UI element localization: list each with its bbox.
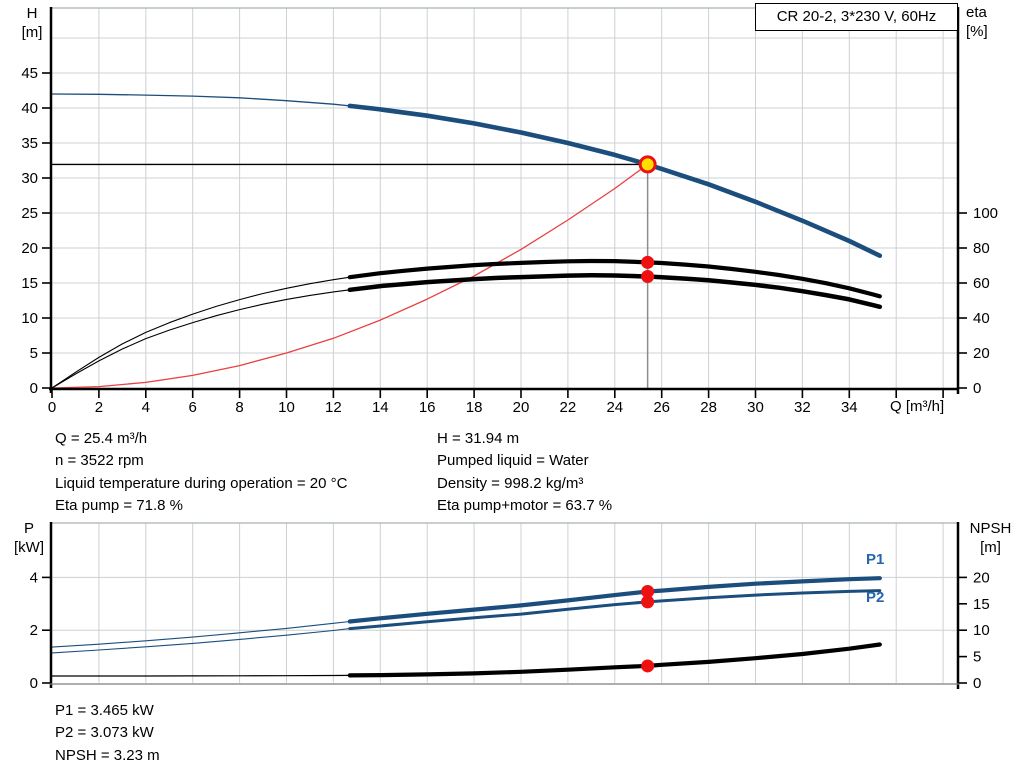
tick-label-left: 0 [30,380,38,397]
tick-label-right: 10 [973,622,990,639]
npsh-axis-symbol: NPSH [969,520,1012,537]
p1-curve-label: P1 [866,551,885,568]
tick-label-left: 4 [30,569,38,586]
tick-label-bottom: 22 [560,399,577,416]
duty-point-results: P1 = 3.465 kW P2 = 3.073 kW NPSH = 3.23 m [55,700,160,767]
head-curve-thick [347,103,883,258]
tick-label-right: 100 [973,205,998,222]
p-axis-unit: [kW] [14,539,44,556]
system-curve [51,163,649,389]
tick-label-bottom: 14 [372,399,389,416]
tick-label-left: 10 [21,310,38,327]
eta-axis-label: eta [%] [966,3,1012,41]
p2-point [641,595,655,609]
eta-pump-motor-thick [347,273,883,310]
info-line: Eta pump = 71.8 % [55,497,183,515]
tick-label-bottom: 16 [419,399,436,416]
tick-label-right: 15 [973,596,990,613]
tick-label-bottom: 30 [747,399,764,416]
head-curve-thin [51,93,351,107]
info-line: P1 = 3.465 kW [55,702,154,719]
info-line: n = 3522 rpm [55,452,144,470]
tick-label-bottom: 24 [606,399,623,416]
h-axis-label: H [m] [13,4,51,42]
tick-label-bottom: 4 [142,399,150,416]
tick-label-right: 0 [973,380,981,397]
info-line: Q = 25.4 m³/h [55,430,148,447]
tick-label-bottom: 12 [325,399,342,416]
tick-label-bottom: 2 [95,399,103,416]
tick-label-right: 5 [973,649,981,666]
tick-label-bottom: 34 [841,399,858,416]
tick-label-left: 25 [21,205,38,222]
tick-label-right: 20 [973,345,990,362]
duty-point [638,155,657,174]
p2-curve-label: P2 [866,589,885,606]
info-line: H = 31.94 m [437,430,520,447]
tick-label-left: 20 [21,240,38,257]
tick-label-left: 40 [21,100,38,117]
eta-pump-motor-point [641,270,655,284]
info-line: Eta pump+motor = 63.7 % [437,497,613,515]
tick-label-bottom: 26 [653,399,670,416]
tick-label-left: 15 [21,275,38,292]
tick-label-right: 20 [973,569,990,586]
tick-label-right: 0 [973,675,981,692]
tick-label-left: 2 [30,622,38,639]
eta-pump-thin [51,276,351,389]
p2-curve-thick [348,589,882,631]
tick-label-bottom: 28 [700,399,717,416]
npsh-curve-thin [51,674,351,677]
eta-pump-point [641,255,655,269]
tick-label-left: 5 [30,345,38,362]
tick-label-bottom: 0 [48,399,56,416]
tick-label-right: 40 [973,310,990,327]
p-axis-symbol: P [23,520,34,537]
tick-label-right: 80 [973,240,990,257]
power-npsh-chart: 0 2 4 0 5 10 15 20 [30,522,990,692]
npsh-point [641,659,655,673]
tick-label-bottom: 18 [466,399,483,416]
npsh-curve-thick [347,642,882,678]
h-axis-symbol: H [26,5,38,22]
info-line: Liquid temperature during operation = 20… [55,474,348,492]
p1-point [641,585,655,599]
eta-pump-motor-thin [51,289,351,389]
q-axis-label: Q [m³/h] [890,398,945,415]
p1-curve-thin [51,620,351,648]
info-line: P2 = 3.073 kW [55,724,154,742]
pump-title-box: CR 20-2, 3*230 V, 60Hz [755,3,958,31]
operating-data-left: Q = 25.4 m³/h n = 3522 rpm Liquid temperat… [55,428,347,518]
tick-label-bottom: 10 [278,399,295,416]
info-line: NPSH = 3.23 m [55,746,160,764]
tick-label-bottom: 20 [513,399,530,416]
p2-curve-thin [51,628,351,654]
tick-label-left: 30 [21,170,38,187]
tick-label-left: 35 [21,135,38,152]
info-line: Pumped liquid = Water [437,452,589,470]
tick-label-right: 60 [973,275,990,292]
tick-label-left: 45 [21,65,38,82]
p1-curve-thick [347,576,882,624]
eta-pump-thick [347,258,882,299]
eta-axis-symbol: eta [966,4,987,21]
p-axis-label: P [kW] [8,519,50,557]
tick-label-bottom: 8 [235,399,243,416]
tick-label-left: 0 [30,675,38,692]
tick-label-bottom: 6 [189,399,197,416]
operating-data-right: H = 31.94 m Pumped liquid = Water Density … [437,428,612,518]
npsh-axis-unit: [m] [980,539,1001,556]
eta-axis-unit: [%] [966,23,988,40]
info-line: Density = 998.2 kg/m³ [437,474,584,492]
tick-label-bottom: 32 [794,399,811,416]
npsh-axis-label: NPSH [m] [963,519,1018,557]
h-axis-unit: [m] [21,24,43,41]
